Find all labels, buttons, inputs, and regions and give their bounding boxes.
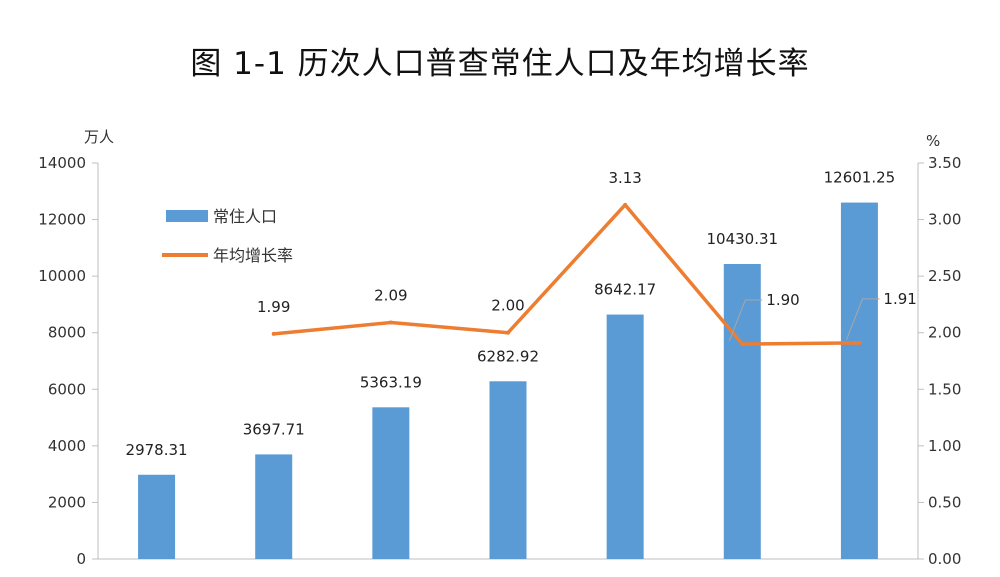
right-tick-label: 0.00 [928,550,961,568]
bar [840,202,878,559]
bar [255,454,293,559]
right-tick-label: 0.50 [928,493,961,511]
line-point [271,331,276,336]
right-tick-label: 1.00 [928,437,961,455]
line-group [271,202,862,347]
left-tick-label: 0 [76,550,86,568]
left-tick-label: 14000 [38,154,86,172]
bar [723,263,761,559]
left-tick-label: 12000 [38,211,86,229]
legend: 常住人口 年均增长率 [162,207,293,265]
bar [372,407,410,559]
line-value-label: 2.09 [374,287,407,305]
bar-value-label: 2978.31 [126,441,188,459]
line-point [388,320,393,325]
bar-value-label: 3697.71 [243,420,305,438]
line-point [506,330,510,335]
right-tick-label: 2.50 [928,267,961,285]
left-tick-label: 2000 [48,493,86,511]
line-value-label: 2.00 [491,297,524,315]
right-tick-label: 3.00 [928,211,961,229]
legend-bar-label: 常住人口 [213,207,277,226]
line-value-label: 1.99 [257,298,290,316]
left-axis-unit: 万人 [84,128,114,146]
line-value-label: 1.90 [766,291,799,309]
bars-group [138,202,878,559]
bar-value-label: 12601.25 [824,169,896,187]
bar [489,381,527,559]
bar-value-label: 10430.31 [706,230,778,248]
line-value-label: 3.13 [608,169,641,187]
axes-group: 0 2000 4000 6000 8000 10000 12000 14000 0.00 0.50… [38,128,961,568]
right-axis-unit: % [926,132,940,150]
growth-rate-line [273,203,860,346]
leader-line [728,299,763,342]
bar [606,314,644,559]
data-labels-group: 2978.31 3697.71 5363.19 6282.92 8642.17 10430… [126,169,917,459]
left-tick-label: 6000 [48,380,86,398]
left-tick-label: 8000 [48,324,86,342]
left-tick-label: 10000 [38,267,86,285]
leader-line [845,298,880,341]
legend-line-label: 年均增长率 [213,246,293,265]
left-tick-label: 4000 [48,437,86,455]
line-point [740,342,745,347]
bar-value-label: 6282.92 [477,347,539,365]
chart-title: 图 1-1 历次人口普查常住人口及年均增长率 [190,46,810,82]
bar-value-label: 8642.17 [594,281,656,299]
line-value-label: 1.91 [883,290,916,308]
bar [138,474,176,559]
right-tick-label: 3.50 [928,154,961,172]
right-tick-label: 2.00 [928,324,961,342]
line-point [857,340,862,345]
bar-value-label: 5363.19 [360,373,422,391]
right-tick-label: 1.50 [928,380,961,398]
legend-bar-swatch [166,210,208,222]
line-point [623,202,628,207]
